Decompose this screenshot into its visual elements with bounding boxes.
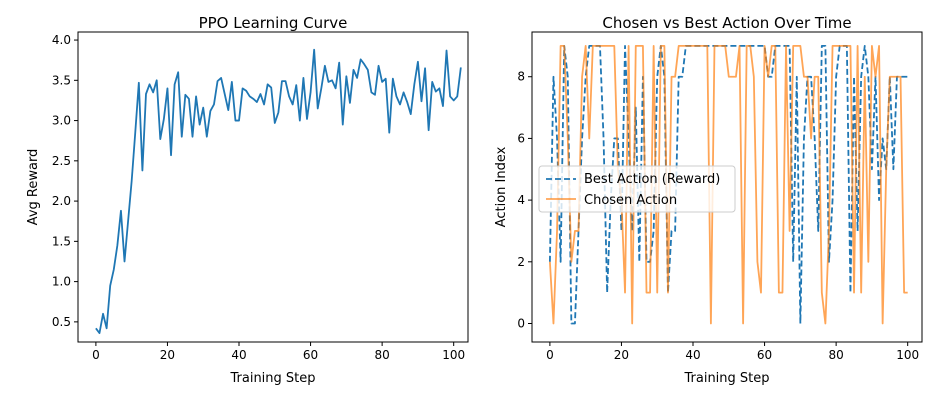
x-tick-label: 20 xyxy=(160,348,175,362)
y-tick-label: 2 xyxy=(517,255,525,269)
x-tick-label: 60 xyxy=(303,348,318,362)
y-tick-label: 6 xyxy=(517,131,525,145)
x-tick-label: 80 xyxy=(374,348,389,362)
x-tick-label: 60 xyxy=(757,348,772,362)
chart-title: Chosen vs Best Action Over Time xyxy=(602,14,851,32)
axis-ticks: 0 20 40 60 80 100 0.5 1.0 1.5 2.0 2.5 3.0 3.5 4.0 xyxy=(52,33,465,362)
plot-frame xyxy=(77,31,469,343)
series-lines xyxy=(548,44,908,325)
y-tick-label: 8 xyxy=(517,70,525,84)
legend-label-best-action: Best Action (Reward) xyxy=(584,172,720,187)
y-axis-label: Action Index xyxy=(494,146,509,227)
y-tick-label: 1.0 xyxy=(52,275,71,289)
y-tick-label: 2.0 xyxy=(52,194,71,208)
x-tick-label: 40 xyxy=(231,348,246,362)
series-line-1 xyxy=(548,44,908,325)
x-tick-label: 40 xyxy=(685,348,700,362)
x-tick-label: 100 xyxy=(896,348,919,362)
y-tick-label: 0.5 xyxy=(52,315,71,329)
chart-action-comparison: Chosen vs Best Action Over Time 0 20 40 60 8… xyxy=(494,14,923,386)
legend-box xyxy=(538,165,736,213)
x-tick-label: 80 xyxy=(828,348,843,362)
y-tick-label: 4 xyxy=(517,193,525,207)
x-tick-label: 20 xyxy=(614,348,629,362)
chart-title: PPO Learning Curve xyxy=(199,14,348,32)
x-axis-label: Training Step xyxy=(229,371,315,386)
series-line-0 xyxy=(548,44,908,325)
series-line-0 xyxy=(95,48,462,335)
series-lines xyxy=(95,48,462,335)
y-tick-label: 1.5 xyxy=(52,234,71,248)
legend: Best Action (Reward) Chosen Action xyxy=(538,165,736,213)
y-tick-label: 0 xyxy=(517,316,525,330)
y-tick-label: 2.5 xyxy=(52,154,71,168)
x-axis-label: Training Step xyxy=(683,371,769,386)
x-tick-label: 100 xyxy=(442,348,465,362)
y-tick-label: 4.0 xyxy=(52,33,71,47)
x-tick-label: 0 xyxy=(546,348,554,362)
y-tick-label: 3.5 xyxy=(52,73,71,87)
y-tick-label: 3.0 xyxy=(52,114,71,128)
plot-frame xyxy=(531,31,923,343)
legend-label-chosen-action: Chosen Action xyxy=(584,193,677,208)
y-axis-label: Avg Reward xyxy=(26,149,41,226)
x-tick-label: 0 xyxy=(92,348,100,362)
axis-ticks: 0 20 40 60 80 100 0 2 4 6 8 xyxy=(517,70,919,362)
chart-reward-curve: PPO Learning Curve 0 20 40 60 80 100 0.5 1.0 1.5… xyxy=(26,14,469,386)
